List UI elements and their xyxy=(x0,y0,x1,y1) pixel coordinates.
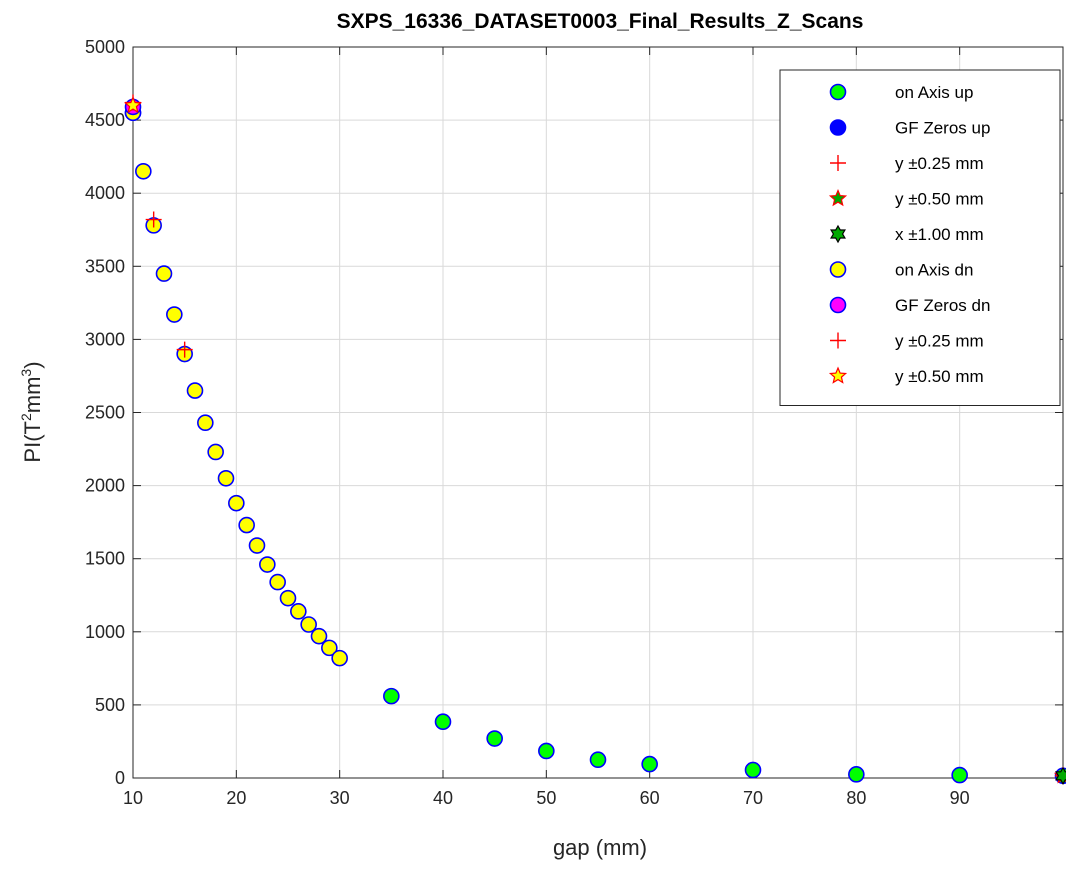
legend-entry: y ±0.25 mm xyxy=(895,332,984,351)
legend: on Axis up GF Zeros up y ±0.25 mm y ±0.50 m… xyxy=(779,69,1061,406)
data-point xyxy=(186,382,204,399)
y-tick-label: 4000 xyxy=(85,183,125,203)
data-point xyxy=(228,494,245,512)
data-point xyxy=(259,556,276,573)
y-tick-label: 3000 xyxy=(85,329,125,349)
x-tick-label: 70 xyxy=(743,788,763,808)
legend-marker xyxy=(830,155,846,171)
legend-box xyxy=(779,69,1061,406)
y-axis-label-sup1: 2 xyxy=(18,413,34,421)
y-tick-label: 4500 xyxy=(85,110,125,130)
data-point xyxy=(217,469,235,487)
data-point xyxy=(538,742,555,760)
x-tick-label: 90 xyxy=(950,788,970,808)
data-point xyxy=(135,162,152,180)
legend-marker xyxy=(828,188,848,207)
legend-entry: GF Zeros dn xyxy=(895,296,990,315)
y-axis-label-mid: mm xyxy=(20,377,45,414)
chart-title: SXPS_16336_DATASET0003_Final_Results_Z_S… xyxy=(337,10,864,33)
y-tick-label: 500 xyxy=(95,695,125,715)
x-axis-label: gap (mm) xyxy=(553,835,647,860)
x-tick-label: 10 xyxy=(123,788,143,808)
x-tick-labels: 10 20 30 40 50 60 70 80 90 xyxy=(123,788,970,808)
data-point xyxy=(848,766,865,783)
y-tick-label: 1000 xyxy=(85,622,125,642)
y-tick-label: 2000 xyxy=(85,476,125,496)
data-point xyxy=(290,603,307,620)
data-point xyxy=(434,713,452,731)
x-tick-label: 80 xyxy=(846,788,866,808)
legend-marker xyxy=(830,224,846,244)
data-point xyxy=(300,616,317,633)
x-tick-label: 30 xyxy=(330,788,350,808)
legend-marker xyxy=(828,366,848,384)
data-point xyxy=(486,730,503,747)
x-tick-label: 20 xyxy=(226,788,246,808)
y-tick-label: 5000 xyxy=(85,37,125,57)
data-point xyxy=(589,751,607,769)
y-tick-labels: 0 500 1000 1500 2000 2500 3000 3500 4000 4500 5000 xyxy=(85,37,125,788)
legend-entry: y ±0.25 mm xyxy=(895,154,984,173)
data-point xyxy=(744,761,762,779)
y-axis-label: PI(T2mm3) xyxy=(18,361,45,462)
legend-entry: y ±0.50 mm xyxy=(895,367,984,386)
legend-entry: GF Zeros up xyxy=(895,119,990,138)
data-point xyxy=(279,589,297,607)
data-point xyxy=(207,443,224,461)
data-point xyxy=(123,95,143,114)
legend-marker xyxy=(830,332,846,349)
series-4 xyxy=(1055,766,1066,786)
y-tick-label: 3500 xyxy=(85,256,125,276)
data-point xyxy=(176,341,193,358)
data-point xyxy=(310,627,328,645)
x-tick-label: 40 xyxy=(433,788,453,808)
data-point xyxy=(145,211,162,228)
y-axis-label-end: ) xyxy=(20,361,45,368)
series-8 xyxy=(123,95,143,114)
x-tick-label: 50 xyxy=(536,788,556,808)
data-point xyxy=(331,649,348,667)
series-0 xyxy=(383,687,1066,785)
data-point xyxy=(641,755,658,773)
data-point xyxy=(166,306,183,323)
data-point xyxy=(197,414,214,432)
legend-entry: on Axis up xyxy=(895,83,973,102)
legend-marker xyxy=(829,119,847,136)
y-axis-label-sup2: 3 xyxy=(18,369,34,377)
y-tick-label: 1500 xyxy=(85,549,125,569)
data-point xyxy=(269,573,286,591)
data-point xyxy=(1055,766,1066,786)
legend-marker xyxy=(829,83,847,101)
x-tick-label: 60 xyxy=(640,788,660,808)
data-point xyxy=(951,766,968,784)
data-point xyxy=(248,537,266,554)
data-points xyxy=(123,94,1066,786)
legend-entry: y ±0.50 mm xyxy=(895,190,984,209)
legend-marker xyxy=(829,261,847,278)
axes-box xyxy=(132,46,1064,779)
legend-entry: on Axis dn xyxy=(895,261,973,280)
y-tick-label: 0 xyxy=(115,768,125,788)
y-axis-label-base: PI(T xyxy=(20,421,45,463)
legend-marker xyxy=(829,296,847,314)
data-point xyxy=(383,687,400,705)
y-tick-label: 2500 xyxy=(85,403,125,423)
legend-entry: x ±1.00 mm xyxy=(895,225,984,244)
data-point xyxy=(155,265,173,282)
data-point xyxy=(238,516,255,534)
data-point xyxy=(321,639,338,657)
